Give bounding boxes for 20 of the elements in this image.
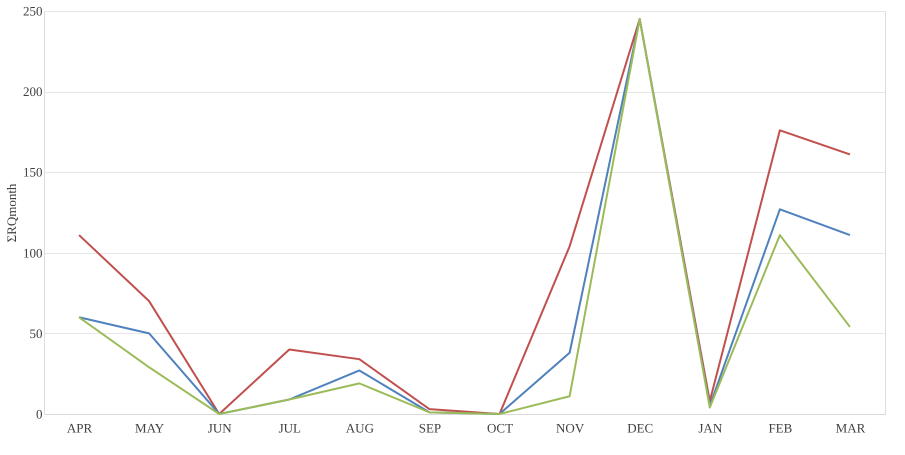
x-tick-label: FEB	[768, 420, 793, 436]
x-tick-label: DEC	[627, 420, 654, 436]
x-tick-label: MAY	[135, 420, 165, 436]
x-tick-label: SEP	[418, 420, 442, 436]
x-tick-label: JAN	[698, 420, 723, 436]
y-tick-label: 50	[30, 326, 42, 341]
y-tick-label: 100	[23, 245, 42, 260]
x-tick-label: NOV	[556, 420, 585, 436]
y-tick-label: 250	[23, 4, 42, 18]
y-tick-label: 0	[36, 406, 42, 422]
y-tick-label: 150	[23, 164, 42, 180]
x-tick-label: JUL	[278, 420, 302, 436]
y-axis-title: ΣRQmonth	[4, 183, 19, 242]
x-tick-label: MAR	[836, 420, 866, 436]
x-tick-label: OCT	[487, 420, 514, 436]
line-series	[78, 18, 851, 415]
x-tick-label: JUN	[208, 420, 232, 436]
x-tick-label: APR	[66, 420, 93, 436]
x-tick-label: AUG	[346, 420, 374, 436]
y-tick-label: 200	[23, 84, 42, 100]
